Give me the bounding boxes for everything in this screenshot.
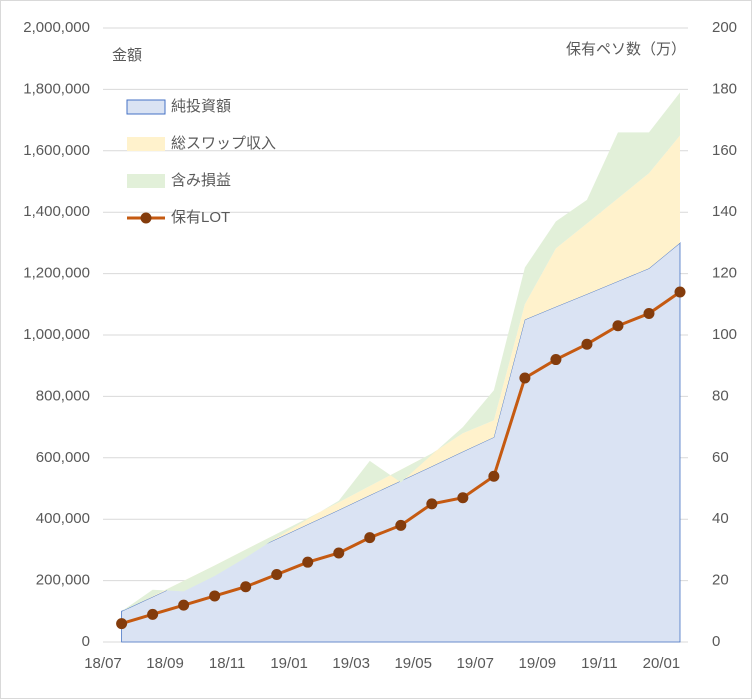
marker xyxy=(457,492,469,504)
legend-label: 含み損益 xyxy=(171,172,231,189)
y2-tick-label: 120 xyxy=(712,265,737,282)
marker xyxy=(209,590,221,602)
marker xyxy=(581,338,593,350)
marker xyxy=(488,470,500,482)
marker xyxy=(550,354,562,366)
x-tick-label: 19/01 xyxy=(270,655,308,672)
x-tick-label: 19/03 xyxy=(332,655,370,672)
y-axis-title: 金額 xyxy=(112,47,142,64)
y2-tick-label: 0 xyxy=(712,633,720,650)
marker xyxy=(116,618,128,630)
y-tick-label: 1,400,000 xyxy=(23,203,90,220)
marker xyxy=(240,581,252,593)
x-tick-label: 18/07 xyxy=(84,655,122,672)
x-tick-label: 19/05 xyxy=(394,655,432,672)
x-tick-label: 19/07 xyxy=(456,655,494,672)
y-tick-label: 1,000,000 xyxy=(23,326,90,343)
legend-swatch xyxy=(127,174,165,188)
marker xyxy=(178,599,190,611)
x-tick-label: 20/01 xyxy=(643,655,681,672)
y-tick-label: 0 xyxy=(82,633,90,650)
y2-tick-label: 200 xyxy=(712,19,737,36)
marker xyxy=(302,556,314,568)
x-tick-label: 18/09 xyxy=(146,655,184,672)
marker xyxy=(147,608,159,620)
x-tick-label: 19/11 xyxy=(581,655,617,672)
y2-axis-title: 保有ペソ数（万） xyxy=(566,41,686,58)
y2-tick-label: 80 xyxy=(712,387,729,404)
y2-tick-label: 140 xyxy=(712,203,737,220)
marker xyxy=(364,532,376,544)
marker xyxy=(426,498,438,510)
legend-label: 保有LOT xyxy=(171,209,230,226)
marker xyxy=(612,320,624,332)
y2-tick-label: 160 xyxy=(712,142,737,159)
marker xyxy=(519,372,531,384)
marker xyxy=(333,547,345,559)
x-tick-label: 18/11 xyxy=(209,655,245,672)
y2-tick-label: 100 xyxy=(712,326,737,343)
y-tick-label: 600,000 xyxy=(36,449,90,466)
y-tick-label: 1,800,000 xyxy=(23,80,90,97)
y2-tick-label: 60 xyxy=(712,449,729,466)
y-tick-label: 2,000,000 xyxy=(23,19,90,36)
y2-tick-label: 180 xyxy=(712,80,737,97)
legend-swatch xyxy=(127,137,165,151)
legend-swatch xyxy=(126,99,166,115)
y-tick-label: 400,000 xyxy=(36,510,90,527)
legend-label: 純投資額 xyxy=(171,98,231,115)
y-tick-label: 1,200,000 xyxy=(23,265,90,282)
marker xyxy=(271,568,283,580)
y-tick-label: 200,000 xyxy=(36,572,90,589)
marker xyxy=(674,286,686,298)
x-tick-label: 19/09 xyxy=(519,655,557,672)
marker xyxy=(395,519,407,531)
legend-label: 総スワップ収入 xyxy=(171,135,276,152)
area xyxy=(121,92,680,612)
y-tick-label: 800,000 xyxy=(36,387,90,404)
y-tick-label: 1,600,000 xyxy=(23,142,90,159)
y2-tick-label: 20 xyxy=(712,572,729,589)
y2-tick-label: 40 xyxy=(712,510,729,527)
legend-marker xyxy=(140,212,152,224)
marker xyxy=(643,308,655,320)
